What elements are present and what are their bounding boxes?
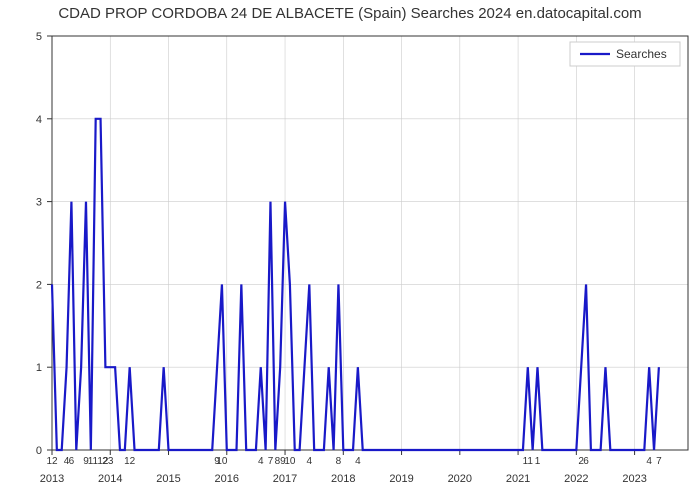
x-peak-label: 11 [523, 456, 534, 467]
x-peak-label: 6 [583, 456, 589, 467]
x-peak-label: 10 [216, 456, 228, 467]
x-peak-label: 7 [268, 456, 274, 467]
y-tick-label: 1 [36, 362, 42, 374]
x-year-label: 2022 [564, 473, 588, 485]
x-peak-label: 1 [535, 456, 541, 467]
x-peak-label: 7 [656, 456, 662, 467]
y-tick-label: 4 [36, 114, 42, 126]
y-tick-label: 2 [36, 279, 42, 291]
x-year-label: 2018 [331, 473, 355, 485]
x-year-label: 2021 [506, 473, 530, 485]
x-peak-label: 4 [307, 456, 313, 467]
legend-label: Searches [616, 47, 667, 61]
chart-container: CDAD PROP CORDOBA 24 DE ALBACETE (Spain)… [0, 0, 700, 500]
chart-title: CDAD PROP CORDOBA 24 DE ALBACETE (Spain)… [58, 5, 641, 22]
x-year-label: 2019 [389, 473, 413, 485]
x-year-label: 2020 [448, 473, 472, 485]
legend: Searches [570, 42, 680, 66]
x-year-label: 2016 [215, 473, 239, 485]
x-peak-label: 23 [102, 456, 114, 467]
x-year-label: 2017 [273, 473, 297, 485]
x-peak-label: 4 [355, 456, 361, 467]
x-year-label: 2015 [156, 473, 180, 485]
x-peak-label: 10 [284, 456, 296, 467]
y-tick-label: 0 [36, 445, 42, 457]
x-peak-label: 8 [336, 456, 342, 467]
y-tick-label: 3 [36, 197, 42, 209]
x-peak-label: 12 [124, 456, 136, 467]
y-tick-label: 5 [36, 31, 42, 43]
x-peak-label: 4 [646, 456, 652, 467]
x-peak-label: 6 [69, 456, 75, 467]
x-year-label: 2013 [40, 473, 64, 485]
x-year-label: 2023 [622, 473, 646, 485]
x-peak-label: 12 [46, 456, 58, 467]
line-chart: CDAD PROP CORDOBA 24 DE ALBACETE (Spain)… [0, 0, 700, 500]
x-year-label: 2014 [98, 473, 122, 485]
x-peak-label: 4 [258, 456, 264, 467]
